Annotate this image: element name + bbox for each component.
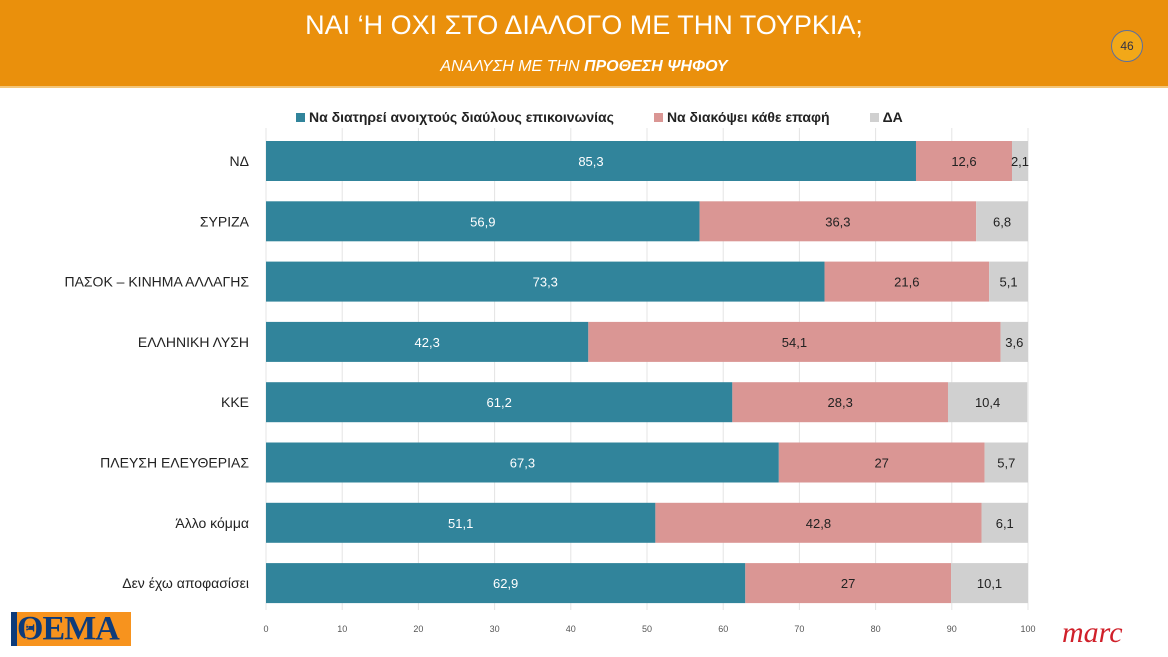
legend-swatch <box>869 112 879 122</box>
bar-segment <box>266 201 700 242</box>
bar-segment <box>1000 321 1028 362</box>
header-banner: ΝΑΙ ‘Η ΟΧΙ ΣΤΟ ΔΙΑΛΟΓΟ ΜΕ ΤΗΝ ΤΟΥΡΚΙΑ; Α… <box>0 0 1168 88</box>
x-tick-label: 50 <box>642 624 652 634</box>
x-tick-label: 90 <box>947 624 957 634</box>
x-tick-label: 20 <box>413 624 423 634</box>
marc-logo: marc <box>1062 616 1123 649</box>
bar-segment <box>984 442 1028 483</box>
subtitle-plain: ΑΝΑΛΥΣΗ ΜΕ ΤΗΝ <box>440 58 584 75</box>
bar-segment <box>824 261 990 302</box>
x-tick-label: 0 <box>263 624 268 634</box>
bar-segment <box>976 201 1028 242</box>
data-label: 36,3 <box>825 214 850 229</box>
category-label: ΠΑΣΟΚ – ΚΙΝΗΜΑ ΑΛΛΑΓΗΣ <box>64 274 249 290</box>
data-label: 2,1 <box>1011 154 1029 169</box>
data-label: 42,8 <box>806 516 831 531</box>
x-tick-label: 40 <box>566 624 576 634</box>
bar-segment <box>266 261 825 302</box>
data-label: 10,1 <box>977 576 1002 591</box>
bar-segment <box>266 502 656 543</box>
data-label: 27 <box>874 456 888 471</box>
data-label: 10,4 <box>975 395 1000 410</box>
bar-segment <box>1011 141 1028 181</box>
bar-segment <box>266 141 916 181</box>
data-label: 61,2 <box>487 395 512 410</box>
page-subtitle: ΑΝΑΛΥΣΗ ΜΕ ΤΗΝ ΠΡΟΘΕΣΗ ΨΗΦΟΥ <box>0 58 1168 76</box>
data-label: 6,1 <box>996 516 1014 531</box>
data-label: 27 <box>841 576 855 591</box>
x-tick-label: 80 <box>871 624 881 634</box>
category-label: Άλλο κόμμα <box>175 515 249 531</box>
chart-legend: Να διατηρεί ανοιχτούς διαύλους επικοινων… <box>296 109 903 125</box>
data-label: 54,1 <box>782 335 807 350</box>
page-number-badge: 46 <box>1111 30 1143 62</box>
x-tick-label: 30 <box>490 624 500 634</box>
bar-segment <box>655 502 982 543</box>
legend-swatch <box>296 112 305 122</box>
category-label: Δεν έχω αποφασίσει <box>122 575 249 591</box>
data-label: 28,3 <box>828 395 853 410</box>
data-label: 3,6 <box>1005 335 1023 350</box>
legend-item: Να διακόψει κάθε επαφή <box>653 109 830 125</box>
bar-segment <box>266 382 733 423</box>
data-label: 56,9 <box>470 214 495 229</box>
data-label: 51,1 <box>448 516 473 531</box>
data-label: 67,3 <box>510 456 535 471</box>
category-label: ΣΥΡΙΖΑ <box>200 213 250 229</box>
data-label: 12,6 <box>951 154 976 169</box>
data-label: 5,1 <box>1000 275 1018 290</box>
x-tick-label: 10 <box>337 624 347 634</box>
data-label: 42,3 <box>415 335 440 350</box>
page-title: ΝΑΙ ‘Η ΟΧΙ ΣΤΟ ΔΙΑΛΟΓΟ ΜΕ ΤΗΝ ΤΟΥΡΚΙΑ; <box>305 10 863 40</box>
data-label: 6,8 <box>993 214 1011 229</box>
bar-segment <box>266 321 589 362</box>
bar-segment <box>745 563 952 604</box>
data-label: 62,9 <box>493 576 518 591</box>
bar-segment <box>915 141 1012 181</box>
proto-thema-logo: ΠΡΩΤΟΘΕΜΑ <box>11 612 131 646</box>
category-label: ΕΛΛΗΝΙΚΗ ΛΥΣΗ <box>138 334 249 350</box>
bar-segment <box>732 382 948 423</box>
bar-segment <box>266 563 746 604</box>
bar-segment <box>981 502 1028 543</box>
bar-segment <box>989 261 1028 302</box>
x-tick-label: 70 <box>794 624 804 634</box>
legend-swatch <box>653 112 663 122</box>
x-tick-label: 60 <box>718 624 728 634</box>
bar-segment <box>947 382 1028 423</box>
category-label: ΚΚΕ <box>221 394 249 410</box>
x-tick-label: 100 <box>1020 624 1035 634</box>
data-label: 21,6 <box>894 275 919 290</box>
bar-segment <box>266 442 779 483</box>
bar-segment <box>951 563 1028 604</box>
legend-label: Να διατηρεί ανοιχτούς διαύλους επικοινων… <box>309 109 614 125</box>
category-label: ΝΔ <box>230 153 249 169</box>
bar-segment <box>699 201 977 242</box>
bar-segment <box>588 321 1001 362</box>
subtitle-bold: ΠΡΟΘΕΣΗ ΨΗΦΟΥ <box>583 58 728 75</box>
legend-label: Να διακόψει κάθε επαφή <box>666 109 830 125</box>
data-label: 73,3 <box>533 275 558 290</box>
category-label: ΠΛΕΥΣΗ ΕΛΕΥΘΕΡΙΑΣ <box>100 455 249 471</box>
legend-label: ΔΑ <box>882 109 903 125</box>
legend-item: Να διατηρεί ανοιχτούς διαύλους επικοινων… <box>296 109 614 125</box>
data-label: 85,3 <box>578 154 603 169</box>
data-label: 5,7 <box>997 456 1015 471</box>
bar-segment <box>778 442 985 483</box>
legend-item: ΔΑ <box>869 109 903 125</box>
